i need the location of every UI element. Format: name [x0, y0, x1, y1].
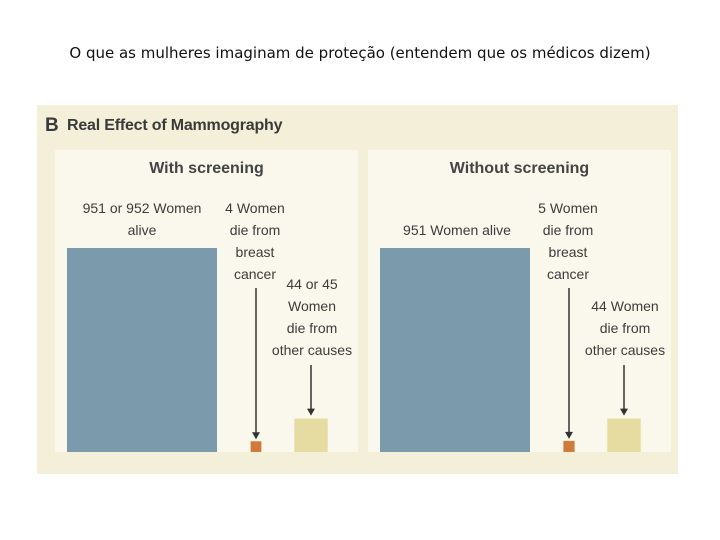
arrow-head-other-causes [307, 408, 315, 416]
alive-label: 951 or 952 Women alive [77, 197, 207, 241]
other-causes-label-line: other causes [271, 342, 353, 358]
breast-cancer-label-line: die from [542, 222, 594, 238]
alive-label: 951 Women alive [392, 219, 522, 241]
bar-breast-cancer [250, 441, 262, 452]
alive-label-line: alive [127, 222, 157, 238]
breast-cancer-label: 4 Women die from breast cancer [220, 197, 290, 285]
bar-other-causes [607, 418, 641, 452]
breast-cancer-label-line: breast [235, 244, 275, 260]
figure-letter: B [45, 115, 59, 136]
chart-figure: B Real Effect of Mammography With screen… [37, 105, 678, 474]
alive-label-line: 951 Women alive [403, 222, 511, 238]
breast-cancer-label-line: cancer [233, 266, 277, 282]
breast-cancer-label-line: die from [229, 222, 281, 238]
other-causes-label-line: Women [288, 298, 336, 314]
bar-breast-cancer [563, 440, 575, 452]
breast-cancer-label-line: 5 Women [538, 200, 598, 216]
arrow-head-other-causes [620, 408, 628, 416]
other-causes-label-line: other causes [584, 342, 666, 358]
chart-marks [67, 248, 328, 452]
breast-cancer-label-line: 4 Women [225, 200, 285, 216]
other-causes-label-line: die from [286, 320, 338, 336]
figure-title: Real Effect of Mammography [67, 117, 283, 134]
breast-cancer-label-line: cancer [546, 266, 590, 282]
panel-title: With screening [149, 160, 264, 177]
other-causes-label-line: 44 Women [591, 298, 659, 314]
other-causes-label: 44 or 45 Women die from other causes [268, 273, 356, 361]
panel-without-screening: Without screening 951 Women alive 5 Wome… [368, 150, 671, 452]
arrow-head-breast-cancer [252, 432, 260, 440]
panel-title: Without screening [449, 160, 590, 177]
chart-marks [380, 248, 641, 452]
bar-alive [380, 248, 530, 452]
bar-other-causes [294, 418, 328, 452]
alive-label-line: 951 or 952 Women [82, 200, 202, 216]
other-causes-label-line: die from [599, 320, 651, 336]
panel-with-screening: With screening 951 or 952 Women alive 4 … [55, 150, 358, 452]
arrow-head-breast-cancer [565, 431, 573, 439]
other-causes-label-line: 44 or 45 [286, 276, 338, 292]
breast-cancer-label-line: breast [548, 244, 588, 260]
other-causes-label: 44 Women die from other causes [580, 295, 670, 361]
breast-cancer-label: 5 Women die from breast cancer [533, 197, 603, 285]
bar-alive [67, 248, 217, 452]
slide-title: O que as mulheres imaginam de proteção (… [69, 44, 651, 62]
